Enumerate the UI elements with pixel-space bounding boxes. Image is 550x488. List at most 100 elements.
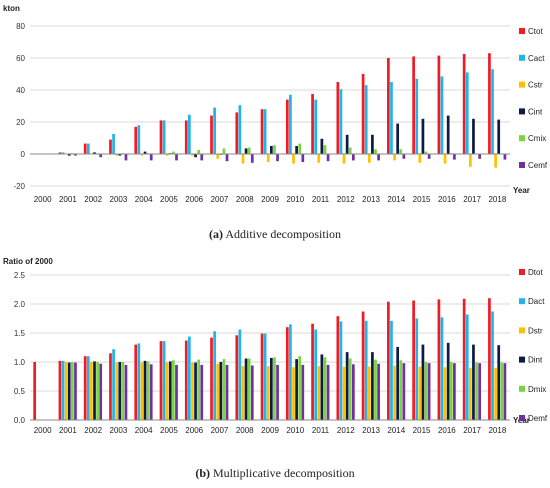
- legend-swatch-demf: [519, 415, 525, 421]
- bar-dmix-2017: [475, 362, 478, 420]
- bar-dtot-2009: [260, 333, 264, 420]
- bar-demf-2007: [225, 364, 229, 420]
- bar-ctot-2018: [488, 53, 491, 155]
- bar-cact-2003: [112, 134, 115, 154]
- x-tick-label: 2001: [59, 195, 77, 204]
- bar-cemf-2001: [74, 154, 77, 156]
- bar-demf-2001: [74, 362, 77, 420]
- bar-cstr-2007: [216, 154, 220, 159]
- bar-dmix-2002: [96, 362, 99, 420]
- bar-cemf-2009: [276, 154, 279, 162]
- bar-dmix-2014: [399, 360, 403, 420]
- bar-dact-2014: [390, 320, 393, 420]
- bar-cemf-2017: [478, 154, 482, 159]
- bar-demf-2012: [351, 364, 355, 420]
- bar-dtot-2004: [134, 344, 138, 420]
- y-tick-label: -20: [13, 182, 25, 191]
- bar-dstr-2002: [90, 362, 93, 420]
- legend-swatch-cemf: [519, 162, 525, 168]
- x-tick-label: 2005: [160, 195, 178, 204]
- y-tick-label: 40: [16, 86, 25, 95]
- bar-dint-2015: [421, 344, 425, 420]
- legend-swatch-dtot: [519, 269, 525, 275]
- bar-cmix-2013: [374, 149, 377, 154]
- y-axis-label: kton: [3, 4, 20, 13]
- bar-cstr-2006: [191, 154, 194, 156]
- bar-dmix-2007: [222, 359, 226, 420]
- bar-demf-2003: [124, 364, 128, 420]
- x-tick-label: 2008: [236, 426, 254, 435]
- bar-dact-2007: [213, 331, 216, 420]
- legend-swatch-cstr: [519, 81, 525, 88]
- bar-cact-2010: [289, 94, 292, 154]
- legend-label-ctot: Ctot: [528, 27, 543, 36]
- bar-cmix-2015: [424, 151, 428, 154]
- bar-ctot-2012: [336, 82, 340, 154]
- bar-cemf-2018: [503, 154, 507, 160]
- bar-dtot-2002: [83, 356, 87, 420]
- legend-label-cact: Cact: [528, 54, 545, 63]
- bar-cact-2015: [415, 78, 419, 154]
- bar-cact-2001: [61, 152, 65, 154]
- bar-demf-2004: [149, 364, 153, 420]
- bar-dstr-2003: [115, 362, 119, 420]
- bar-cstr-2017: [469, 154, 472, 167]
- bar-dact-2004: [137, 343, 141, 420]
- bar-dtot-2016: [437, 299, 441, 420]
- bar-dstr-2011: [317, 366, 321, 420]
- bar-cemf-2008: [250, 154, 254, 163]
- bar-ctot-2015: [412, 56, 415, 154]
- bar-cstr-2005: [165, 154, 169, 156]
- bar-dtot-2006: [184, 340, 188, 420]
- bar-dint-2009: [270, 357, 273, 420]
- bar-ctot-2016: [437, 55, 441, 154]
- bar-dact-2008: [238, 329, 242, 420]
- bar-cemf-2006: [200, 154, 204, 161]
- bar-dmix-2010: [298, 356, 302, 420]
- legend-label-cint: Cint: [528, 107, 543, 116]
- bar-demf-2009: [276, 364, 279, 420]
- bar-dact-2001: [61, 360, 65, 420]
- bar-dact-2002: [86, 356, 90, 420]
- bar-dint-2003: [118, 362, 122, 420]
- bar-dact-2011: [314, 329, 318, 420]
- y-tick-label: 1.0: [14, 358, 26, 367]
- x-tick-label: 2002: [84, 426, 102, 435]
- bar-dstr-2017: [469, 367, 472, 420]
- bar-dact-2017: [465, 314, 469, 420]
- x-tick-label: 2016: [438, 426, 456, 435]
- bar-cemf-2016: [453, 154, 456, 160]
- bar-dact-2003: [112, 349, 115, 420]
- bar-ctot-2003: [109, 139, 112, 154]
- bar-dmix-2012: [348, 358, 352, 420]
- bar-cact-2014: [390, 82, 393, 154]
- x-tick-label: 2009: [261, 426, 279, 435]
- bar-cint-2015: [421, 118, 425, 154]
- bar-cact-2018: [491, 69, 494, 154]
- bar-dint-2018: [497, 345, 501, 420]
- bar-dmix-2008: [247, 358, 251, 420]
- x-tick-label: 2013: [362, 195, 380, 204]
- x-tick-label: 2004: [135, 195, 153, 204]
- bar-ctot-2017: [462, 54, 466, 154]
- x-tick-label: 2007: [211, 426, 229, 435]
- bar-cact-2012: [339, 89, 343, 154]
- bar-dstr-2016: [443, 367, 447, 420]
- bar-cemf-2002: [99, 154, 103, 158]
- bar-dstr-2009: [266, 366, 270, 420]
- bar-dint-2013: [371, 352, 374, 420]
- bar-cmix-2006: [197, 150, 201, 154]
- bar-dtot-2005: [159, 341, 163, 420]
- bar-dtot-2018: [488, 298, 491, 420]
- x-tick-label: 2012: [337, 426, 355, 435]
- bar-dtot-2001: [58, 360, 62, 420]
- bar-cact-2005: [162, 120, 166, 154]
- legend-label-dint: Dint: [528, 356, 543, 365]
- bar-cstr-2018: [494, 154, 497, 168]
- bar-cact-2002: [86, 143, 90, 154]
- bar-cstr-2003: [115, 154, 119, 156]
- legend-label-dact: Dact: [528, 297, 545, 306]
- bar-cact-2011: [314, 99, 318, 154]
- x-tick-label: 2008: [236, 195, 254, 204]
- bar-dtot-2008: [235, 335, 239, 420]
